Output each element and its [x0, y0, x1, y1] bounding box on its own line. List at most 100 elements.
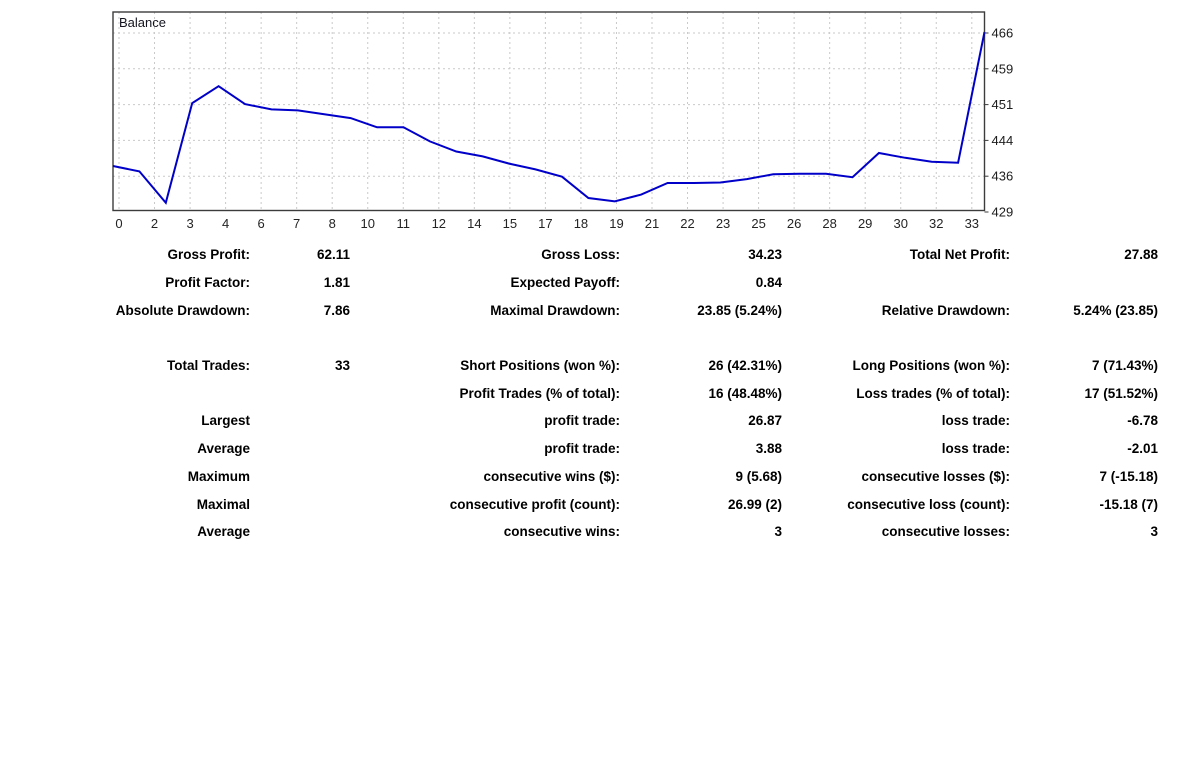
chart-legend-balance: Balance: [119, 15, 166, 30]
x-axis-label: 22: [680, 216, 694, 231]
x-axis-label: 28: [822, 216, 836, 231]
stat-value: 23.85 (5.24%): [697, 302, 782, 318]
stat-value: 26.87: [748, 413, 782, 429]
y-axis-label: 459: [992, 61, 1014, 76]
stat-value: 5.24% (23.85): [1073, 302, 1158, 318]
stat-value: 1.81: [323, 275, 350, 291]
stat-label: profit trade:: [544, 413, 620, 429]
stat-label: consecutive profit (count):: [449, 496, 620, 512]
stat-label: Relative Drawdown:: [881, 302, 1010, 318]
chart-border: [112, 11, 986, 212]
stat-value: 7.86: [323, 302, 350, 318]
x-axis-label: 4: [222, 216, 229, 231]
stat-label: Total Net Profit:: [909, 247, 1010, 263]
stat-row-header: Maximum: [187, 468, 250, 484]
stat-label: Short Positions (won %):: [460, 358, 620, 374]
stat-label: consecutive losses:: [881, 524, 1010, 540]
stat-label: Absolute Drawdown:: [115, 302, 250, 318]
stat-row-header: Maximal: [196, 496, 250, 512]
x-axis-label: 15: [503, 216, 517, 231]
stat-value: 34.23: [748, 247, 782, 263]
x-axis-label: 33: [965, 216, 979, 231]
y-axis-label: 451: [992, 97, 1014, 112]
stat-value: [250, 407, 350, 435]
x-axis-label: 23: [716, 216, 730, 231]
balance-chart-region: 466 459 451 444 436 429 0 2 3 4 6 7 8 10 11 12 14 15 17 18 1…: [0, 0, 1202, 235]
x-axis-label: 8: [329, 216, 336, 231]
stat-value: -15.18 (7): [1099, 496, 1158, 512]
x-axis-label: 6: [258, 216, 265, 231]
stat-label: Loss trades (% of total):: [856, 385, 1010, 401]
stat-label: consecutive wins:: [503, 524, 620, 540]
x-axis-label: 25: [751, 216, 765, 231]
stat-value: [250, 379, 350, 407]
x-axis-label: 32: [929, 216, 943, 231]
y-axis-label: 429: [992, 205, 1014, 220]
report-table: Gross Profit: 62.11 Gross Loss: 34.23 To…: [0, 241, 1158, 546]
x-axis-label: 14: [467, 216, 481, 231]
stat-label: consecutive losses ($):: [861, 468, 1010, 484]
stat-label: Expected Payoff:: [510, 275, 620, 291]
stat-label: [782, 269, 1010, 297]
stat-value: 26.99 (2): [727, 496, 782, 512]
stat-label: profit trade:: [544, 441, 620, 457]
balance-line: [112, 31, 986, 205]
stat-value: [1010, 269, 1158, 297]
x-axis-label: 19: [609, 216, 623, 231]
x-axis-label: 12: [432, 216, 446, 231]
stat-value: 16 (48.48%): [708, 385, 782, 401]
stat-value: 9 (5.68): [735, 468, 782, 484]
stat-value: 3: [774, 524, 782, 540]
stat-label: Profit Factor:: [165, 275, 250, 291]
chart-gridlines: [113, 12, 985, 211]
stat-value: [250, 490, 350, 518]
y-axis-label: 466: [992, 26, 1014, 41]
x-axis-label: 7: [293, 216, 300, 231]
y-axis-label: 436: [992, 169, 1014, 184]
stat-value: 3.88: [755, 441, 782, 457]
stat-value: [250, 435, 350, 463]
x-axis-label: 3: [186, 216, 193, 231]
x-axis-label: 21: [645, 216, 659, 231]
stat-value: 17 (51.52%): [1084, 385, 1158, 401]
stat-label: loss trade:: [941, 413, 1010, 429]
stat-label: Gross Profit:: [167, 247, 250, 263]
stat-value: 26 (42.31%): [708, 358, 782, 374]
stat-label: loss trade:: [941, 441, 1010, 457]
stat-label: Profit Trades (% of total):: [459, 385, 620, 401]
y-axis-label: 444: [992, 133, 1014, 148]
stat-label: Total Trades:: [166, 358, 250, 374]
stat-label: Long Positions (won %):: [852, 358, 1010, 374]
stat-value: 27.88: [1124, 247, 1158, 263]
stat-value: -2.01: [1127, 441, 1158, 457]
stat-value: 0.84: [755, 275, 782, 291]
stat-value: 3: [1150, 524, 1158, 540]
stat-value: 62.11: [316, 247, 350, 263]
stat-value: 7 (71.43%): [1091, 358, 1158, 374]
x-axis-label: 18: [574, 216, 588, 231]
x-axis-label: 11: [397, 216, 411, 231]
x-axis-label: 10: [360, 216, 374, 231]
x-axis-label: 17: [538, 216, 552, 231]
x-axis-label: 2: [151, 216, 158, 231]
stat-value: 33: [334, 358, 350, 374]
stat-value: [250, 518, 350, 546]
x-axis-label: 30: [893, 216, 907, 231]
x-axis-label: 0: [115, 216, 122, 231]
stat-label: Maximal Drawdown:: [490, 302, 620, 318]
stat-row-header: Average: [197, 441, 250, 457]
stat-row-header: Average: [197, 524, 250, 540]
table-section-gap: [0, 324, 1158, 352]
stat-label: consecutive wins ($):: [483, 468, 620, 484]
stat-value: 7 (-15.18): [1099, 468, 1158, 484]
stat-value: -6.78: [1127, 413, 1158, 429]
stat-row-header: Largest: [201, 413, 250, 429]
stat-value: [250, 463, 350, 491]
stat-label: [0, 379, 250, 407]
x-axis-label: 29: [858, 216, 872, 231]
x-axis-label: 26: [787, 216, 801, 231]
stat-label: consecutive loss (count):: [847, 496, 1010, 512]
stat-label: Gross Loss:: [541, 247, 620, 263]
